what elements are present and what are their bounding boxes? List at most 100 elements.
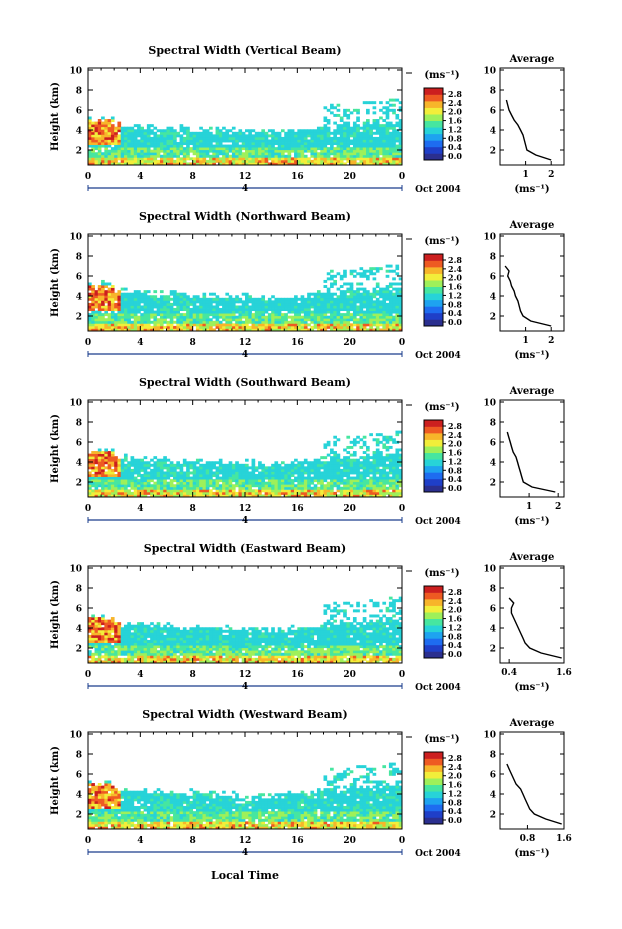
y-tick-label: 8 <box>76 87 82 97</box>
average-profile-line <box>505 99 552 161</box>
panel-4: Spectral Width (Eastward Beam) 2 4 6 8 10 0 4 8 1… <box>50 542 572 693</box>
colorbar-swatch <box>424 88 443 95</box>
date-label: Oct 2004 <box>415 517 461 527</box>
avg-y-tick-label: 2 <box>490 811 496 821</box>
avg-y-tick-label: 8 <box>490 751 496 761</box>
colorbar-tick-label: 2.8 <box>448 587 462 597</box>
y-tick-label: 6 <box>76 439 82 449</box>
colorbar-frame <box>423 253 444 327</box>
colorbar-tick-label: 0.0 <box>448 815 462 825</box>
day-marker: 4 <box>242 184 248 194</box>
y-tick-label: 4 <box>76 791 82 801</box>
y-tick-label: 6 <box>76 605 82 615</box>
chart-title: Spectral Width (Westward Beam) <box>142 708 347 721</box>
colorbar-swatch <box>424 439 443 447</box>
date-label: Oct 2004 <box>415 683 461 693</box>
x-tick-label: 20 <box>343 172 356 182</box>
y-tick-label: 2 <box>76 313 82 323</box>
x-tick-label: 16 <box>291 836 304 846</box>
colorbar-tick-label: 0.8 <box>448 299 462 309</box>
colorbar-frame <box>423 751 444 825</box>
y-tick-label: 8 <box>76 419 82 429</box>
avg-x-tick-label: 1.6 <box>556 668 572 678</box>
x-tick-label: 0 <box>85 836 91 846</box>
x-tick-label: 16 <box>291 504 304 514</box>
colorbar-tick-label: 1.6 <box>448 448 462 458</box>
colorbar-tick-label: 2.0 <box>448 273 462 283</box>
colorbar-frame <box>423 419 444 493</box>
colorbar-swatch <box>424 778 443 786</box>
avg-y-tick-label: 4 <box>490 625 496 635</box>
avg-y-tick-label: 10 <box>483 399 496 409</box>
x-tick-label: 0 <box>399 504 405 514</box>
x-tick-label: 20 <box>343 670 356 680</box>
colorbar-swatch <box>424 752 443 759</box>
colorbar-swatch <box>424 280 443 288</box>
colorbar-swatch <box>424 625 443 633</box>
y-tick-label: 10 <box>69 67 82 77</box>
colorbar-tick-label: 0.8 <box>448 797 462 807</box>
colorbar-swatch <box>424 631 443 639</box>
average-title: Average <box>509 552 555 563</box>
avg-y-tick-label: 4 <box>490 459 496 469</box>
y-axis-label: Height (km) <box>50 82 61 151</box>
colorbar-swatch <box>424 146 443 154</box>
average-title: Average <box>509 220 555 231</box>
x-tick-label: 8 <box>190 172 196 182</box>
average-frame <box>499 67 565 166</box>
colorbar-swatch <box>424 644 443 652</box>
x-tick-label: 0 <box>85 504 91 514</box>
avg-y-tick-label: 2 <box>490 645 496 655</box>
x-tick-label: 4 <box>137 338 143 348</box>
colorbar-tick-label: 0.4 <box>448 142 462 152</box>
colorbar-swatch <box>424 133 443 141</box>
average-frame <box>499 399 565 498</box>
heatmap-field <box>88 762 403 830</box>
colorbar-swatch <box>424 592 443 600</box>
avg-y-tick-label: 6 <box>490 771 496 781</box>
day-marker: 4 <box>242 848 248 858</box>
average-title: Average <box>509 718 555 729</box>
colorbar-swatch <box>424 127 443 135</box>
avg-y-tick-label: 10 <box>483 233 496 243</box>
colorbar-swatch <box>424 810 443 818</box>
colorbar-swatch <box>424 478 443 486</box>
colorbar-swatch <box>424 120 443 128</box>
colorbar-unit: (ms⁻¹) <box>424 734 459 745</box>
colorbar-tick-label: 1.2 <box>448 456 462 466</box>
colorbar-swatch <box>424 612 443 620</box>
colorbar-unit: (ms⁻¹) <box>424 236 459 247</box>
average-frame <box>499 731 565 830</box>
y-axis-label: Height (km) <box>50 580 61 649</box>
avg-x-tick-label: 1.6 <box>556 834 572 844</box>
x-tick-label: 16 <box>291 338 304 348</box>
x-tick-label: 20 <box>343 836 356 846</box>
colorbar-frame <box>423 87 444 161</box>
day-marker: 4 <box>242 516 248 526</box>
average-title: Average <box>509 386 555 397</box>
x-tick-label: 0 <box>399 836 405 846</box>
colorbar-tick-label: 0.4 <box>448 474 462 484</box>
avg-x-tick-label: 0.4 <box>501 668 517 678</box>
x-axis-label: Local Time <box>211 869 279 882</box>
colorbar-unit: (ms⁻¹) <box>424 70 459 81</box>
colorbar-tick-label: 2.4 <box>448 98 462 108</box>
colorbar-tick-label: 2.0 <box>448 605 462 615</box>
average-profile-line <box>506 763 562 825</box>
colorbar-swatch <box>424 618 443 626</box>
day-marker: 4 <box>242 350 248 360</box>
colorbar-swatch <box>424 114 443 122</box>
heatmap-field <box>88 430 403 498</box>
colorbar-swatch <box>424 107 443 115</box>
avg-y-tick-label: 4 <box>490 127 496 137</box>
x-tick-label: 8 <box>190 670 196 680</box>
y-tick-label: 8 <box>76 585 82 595</box>
colorbar-tick-label: 2.8 <box>448 421 462 431</box>
avg-x-tick-label: 0.8 <box>520 834 536 844</box>
x-tick-label: 12 <box>239 504 252 514</box>
colorbar-tick-label: 2.8 <box>448 255 462 265</box>
y-tick-label: 4 <box>76 127 82 137</box>
avg-y-tick-label: 4 <box>490 293 496 303</box>
